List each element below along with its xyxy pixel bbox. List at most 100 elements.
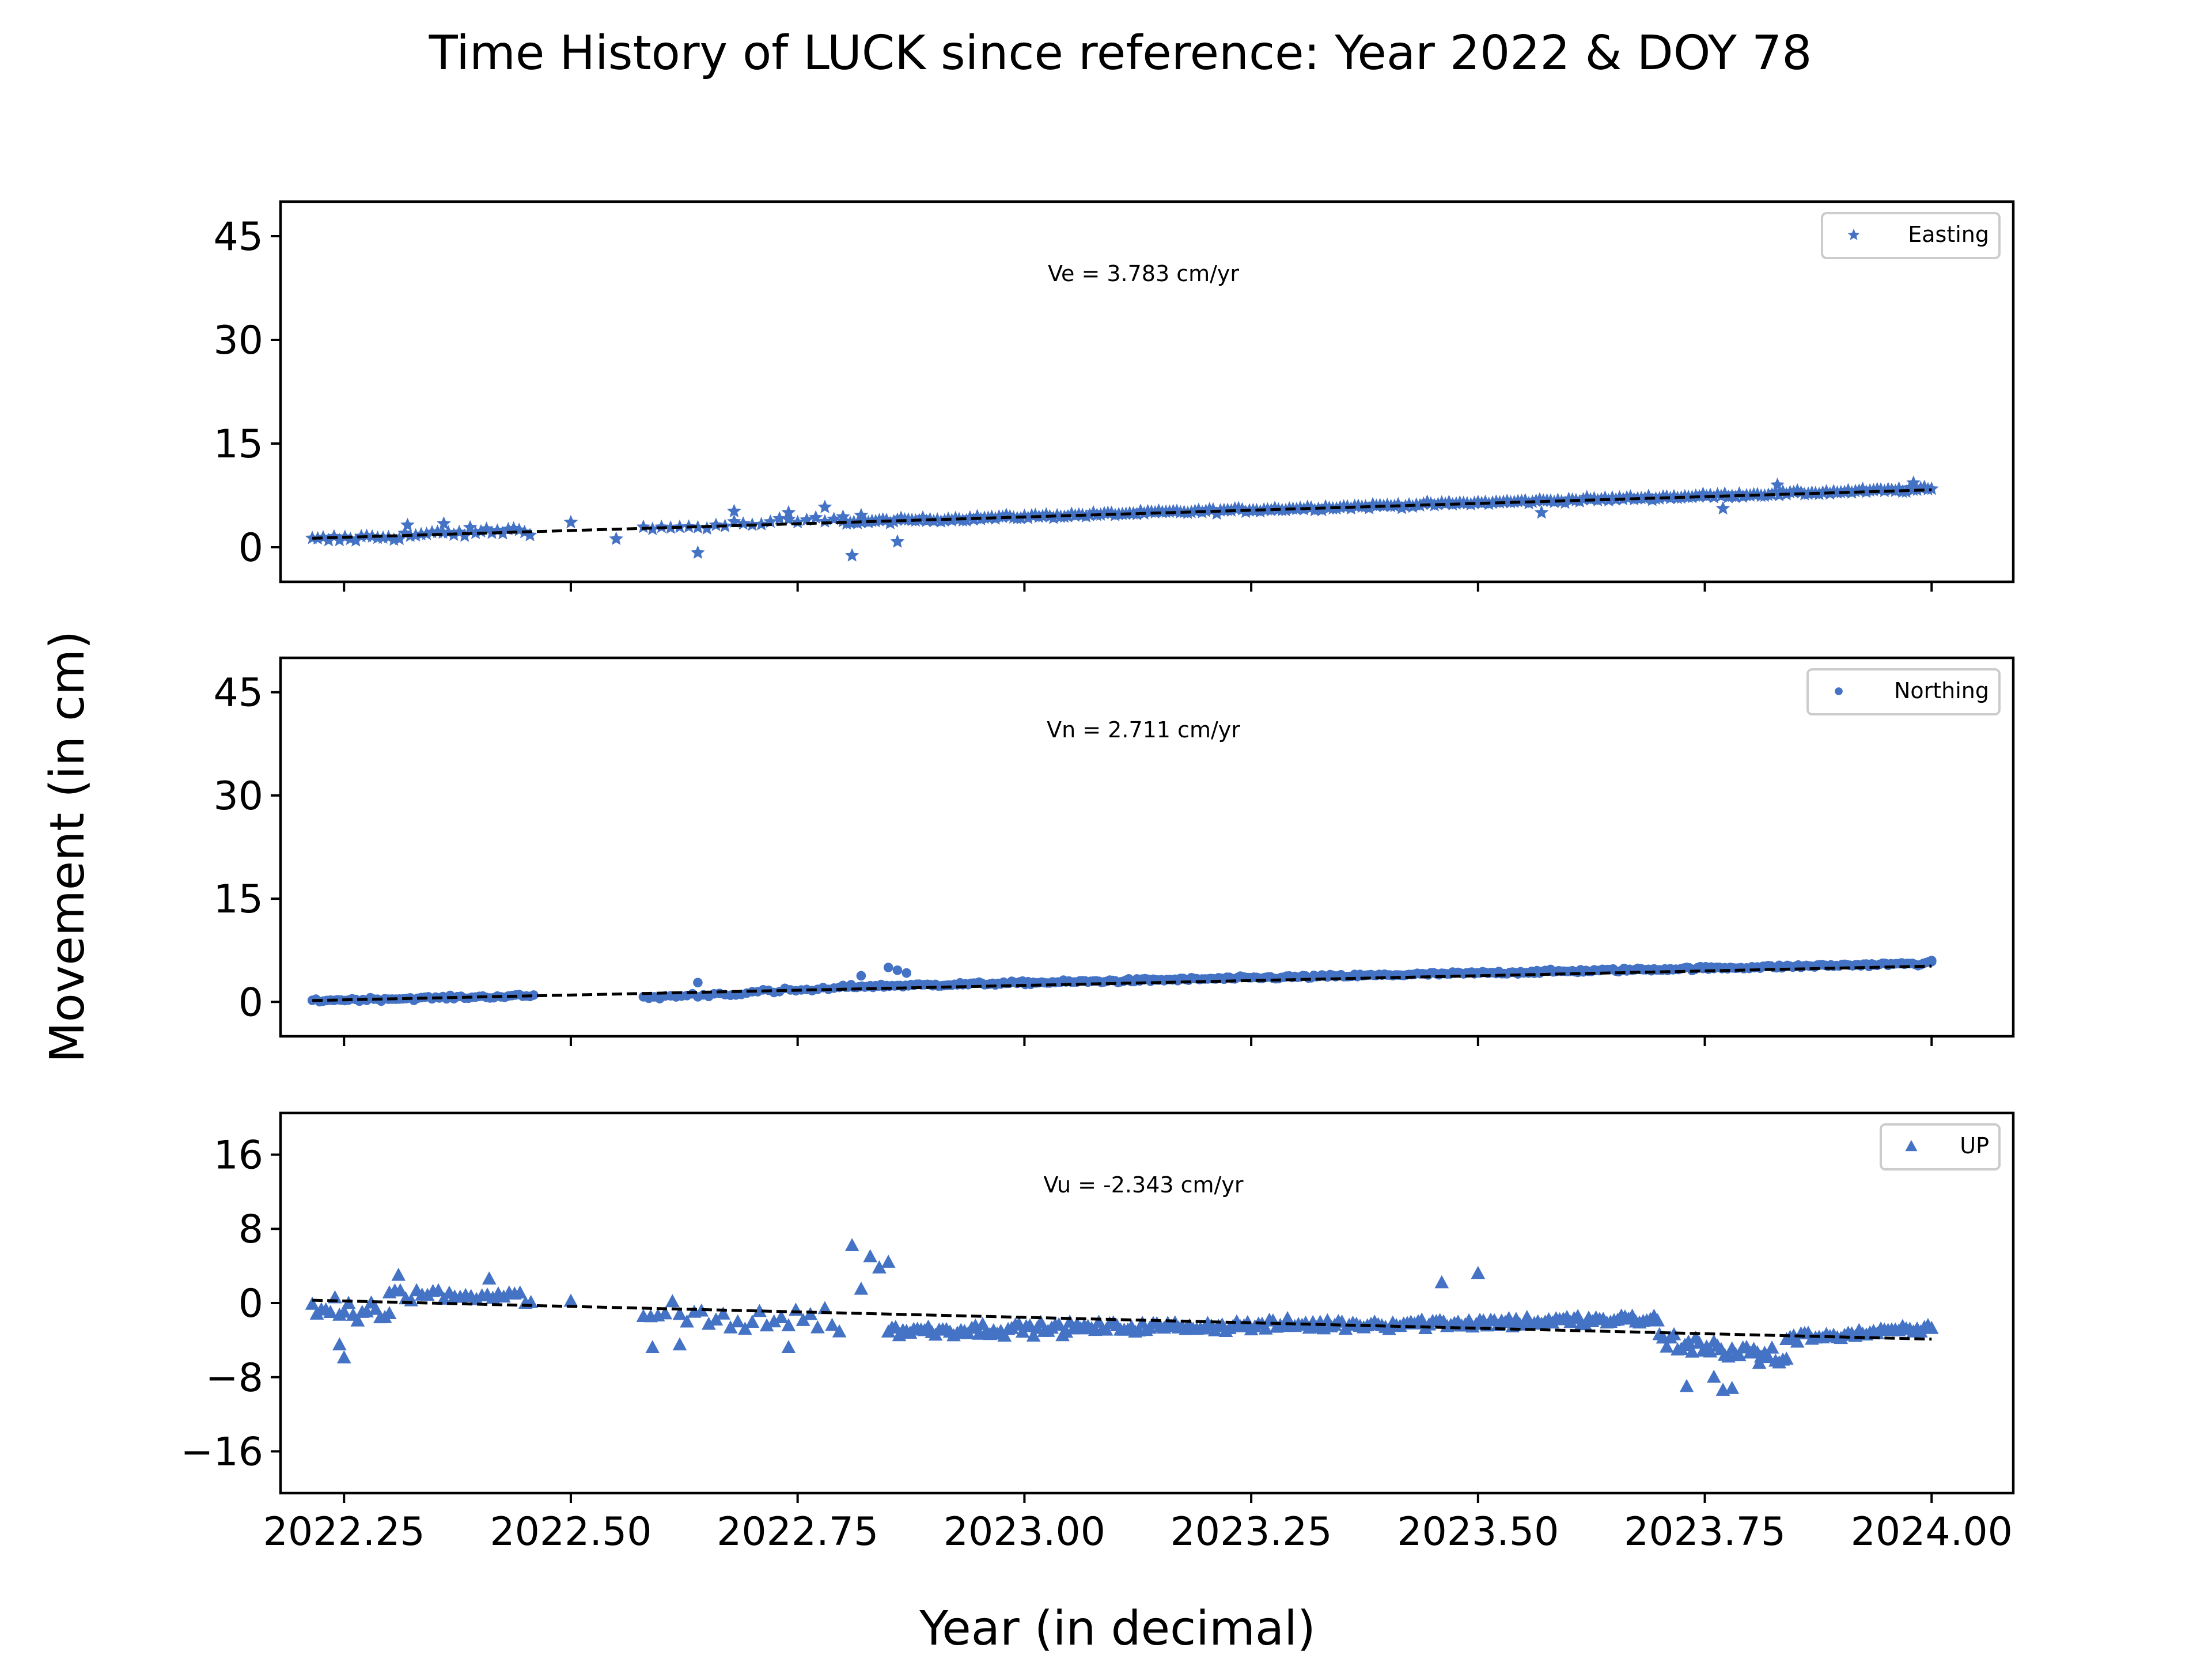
easting-velocity-label: Ve = 3.783 cm/yr [1048,261,1239,286]
up-data-point [781,1318,796,1332]
northing-data-point [693,978,703,988]
up-data-point [796,1313,810,1326]
easting-data-point [1534,505,1549,519]
up-data-point [1761,1350,1776,1363]
up-y-tick-label: 16 [213,1132,263,1178]
easting-data-point [636,519,651,533]
up-data-point [730,1314,745,1328]
easting-data-point [772,511,787,525]
up-data-point [752,1304,767,1317]
up-axes-frame [279,1111,2015,1495]
up-data-point [1051,1317,1066,1331]
easting-data-point [844,548,859,562]
easting-data-point [854,507,869,522]
up-data-point [645,1340,660,1354]
up-data-point [789,1302,803,1316]
up-legend-label: UP [1960,1133,1989,1158]
easting-data-point [754,517,768,531]
northing-data-point [529,990,539,1000]
y-axis-label: Movement (in cm) [40,631,95,1063]
up-data-point [1764,1340,1779,1354]
northing-legend-marker-icon [1835,687,1843,695]
northing-data-point [892,965,903,975]
easting-data-point [392,531,407,546]
easting-data-point [781,505,796,519]
up-data-point [369,1301,383,1315]
up-data-point [1650,1313,1665,1327]
easting-data-point [1906,475,1921,489]
subplot-northing: 0 15 30 45 Vn = 2.711 cm/yr Northing [213,656,2015,1046]
up-x-tick-label: 2022.50 [490,1509,652,1555]
easting-data-point [609,531,624,546]
easting-data-point [1395,501,1409,514]
up-data-point [393,1283,408,1297]
up-velocity-label: Vu = -2.343 cm/yr [1044,1172,1244,1198]
up-data-point [482,1271,497,1285]
easting-data-point [1412,498,1427,512]
easting-data-point [1082,507,1097,521]
up-data-point [825,1317,839,1331]
northing-y-tick-label: 30 [213,774,263,819]
easting-data-point [1209,506,1224,520]
up-data-point [1685,1344,1699,1358]
up-data-point [810,1320,825,1334]
up-data-point [665,1294,680,1308]
northing-legend-circle-icon [1835,687,1843,695]
easting-data-point [1547,494,1562,508]
easting-data-point [522,528,537,541]
northing-y-tick-label: 15 [213,877,263,922]
up-data-point [1258,1321,1273,1335]
easting-data-point [1715,501,1730,515]
up-data-point [737,1321,752,1335]
northing-data-point [856,971,866,981]
easting-data-point [349,533,363,547]
easting-legend-marker-icon [1847,229,1860,240]
up-data-point [1779,1351,1794,1365]
easting-data-point [332,532,347,547]
northing-data-point [883,963,893,972]
up-data-point [680,1314,694,1328]
up-data-point [1434,1275,1449,1289]
up-data-point [332,1337,347,1351]
up-data-point [1679,1378,1694,1392]
up-y-tick-label: 0 [238,1281,263,1327]
up-data-point [563,1293,578,1307]
up-data-point [781,1340,796,1354]
up-data-point [997,1328,1012,1342]
up-data-point [1660,1339,1674,1353]
up-data-point [1703,1344,1718,1358]
up-data-point [716,1306,730,1320]
northing-trend-line [312,964,1932,1002]
northing-legend-label: Northing [1894,678,1989,703]
easting-data-point [563,514,578,529]
up-data-point [336,1350,351,1363]
easting-data-point [663,520,678,534]
easting-data-point [882,516,897,529]
easting-data-point [645,521,660,536]
up-data-point [323,1305,338,1318]
easting-data-point [321,532,336,547]
up-data-point [382,1306,397,1319]
up-data-point [1059,1324,1074,1338]
up-x-tick-label: 2022.75 [717,1509,878,1555]
northing-y-tick-label: 0 [238,980,263,1025]
up-data-point [767,1314,782,1328]
northing-x-ticks [343,1036,1933,1046]
easting-data-point [437,516,451,530]
easting-points [305,475,1939,562]
easting-data-point [654,520,669,533]
easting-data-point [691,545,705,559]
easting-data-point [1035,509,1050,522]
up-data-point [1924,1320,1939,1334]
up-data-point [1706,1369,1721,1383]
easting-data-point [790,514,805,529]
northing-y-ticks: 0 15 30 45 [213,671,281,1025]
easting-data-point [727,503,741,518]
up-data-point [431,1283,446,1297]
up-legend: UP [1880,1123,2001,1171]
up-data-point [759,1318,774,1332]
easting-x-ticks [343,582,1933,592]
up-data-point [863,1249,878,1263]
up-data-point [1471,1266,1486,1279]
